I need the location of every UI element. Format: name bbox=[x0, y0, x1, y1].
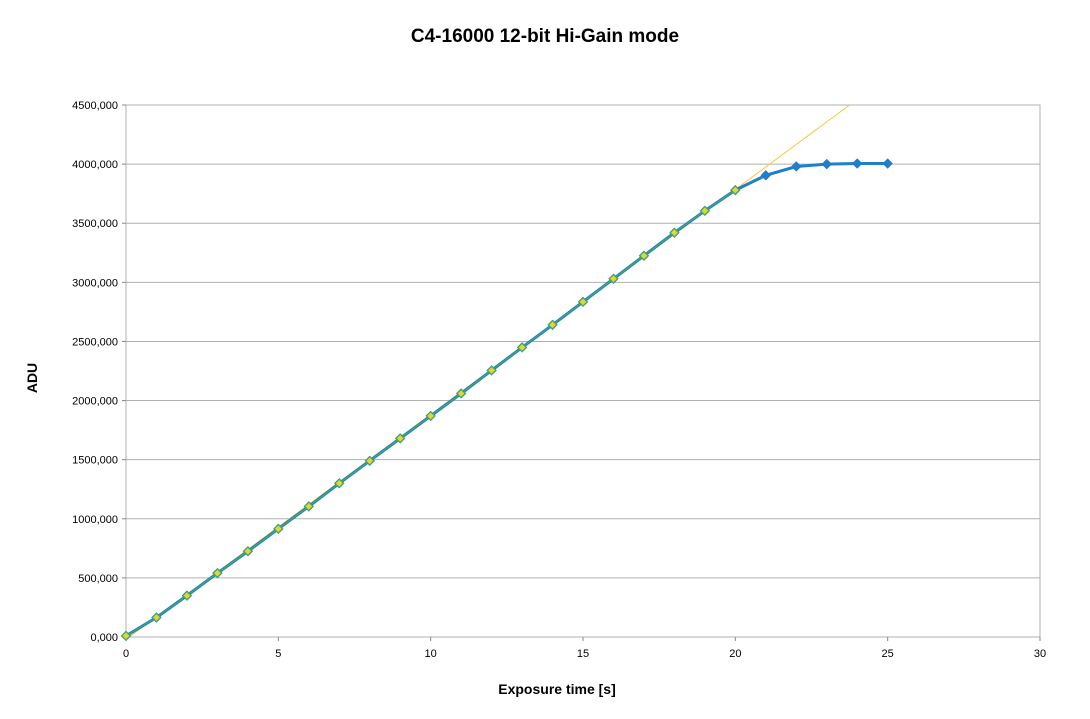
measured-point bbox=[882, 158, 893, 169]
linear-fit-point bbox=[517, 342, 527, 353]
linear-fit-point bbox=[182, 590, 192, 601]
measured-point bbox=[821, 158, 832, 170]
y-tick-label: 4500,000 bbox=[72, 100, 118, 112]
measured-point bbox=[791, 161, 802, 172]
linear-fit-point bbox=[151, 612, 162, 623]
linear-fit-point bbox=[121, 631, 131, 641]
linear-fit-point bbox=[578, 297, 588, 307]
linear-fit-point bbox=[700, 206, 710, 216]
y-tick-label: 1000,000 bbox=[72, 514, 118, 526]
measured-point bbox=[851, 158, 863, 169]
linear-fit-point bbox=[730, 185, 741, 195]
y-axis-title: ADU bbox=[24, 363, 40, 393]
linear-fit-point bbox=[304, 501, 314, 512]
linear-fit-point bbox=[395, 433, 405, 444]
y-tick-label: 2000,000 bbox=[72, 396, 118, 408]
x-axis-ticks: 0 5 10 15 20 25 30 bbox=[123, 637, 1046, 660]
y-tick-label: 1500,000 bbox=[72, 455, 118, 467]
linear-fit-point bbox=[486, 365, 497, 376]
linear-fit-point bbox=[639, 251, 649, 261]
linear-fit-point bbox=[212, 568, 223, 578]
y-tick-label: 3000,000 bbox=[72, 277, 118, 289]
linear-fit-point bbox=[273, 524, 284, 534]
linear-fit-point bbox=[669, 227, 680, 238]
linear-fit-point bbox=[456, 388, 466, 399]
plot-area bbox=[125, 104, 1041, 638]
x-axis-title: Exposure time [s] bbox=[498, 681, 615, 697]
y-tick-label: 0,000 bbox=[90, 632, 118, 644]
series bbox=[120, 105, 893, 642]
linear-fit-point bbox=[547, 320, 558, 330]
x-tick-label: 15 bbox=[577, 648, 589, 660]
linear-fit-point bbox=[334, 478, 344, 489]
linear-fit-point bbox=[365, 456, 375, 466]
linear-fit-point bbox=[425, 411, 436, 421]
y-tick-label: 2500,000 bbox=[72, 336, 118, 348]
y-tick-label: 3500,000 bbox=[72, 218, 118, 230]
linear-fit-point bbox=[243, 546, 253, 556]
x-tick-label: 10 bbox=[425, 648, 437, 660]
x-tick-label: 20 bbox=[729, 648, 741, 660]
x-tick-label: 25 bbox=[882, 648, 894, 660]
x-tick-label: 5 bbox=[275, 648, 281, 660]
measured-point bbox=[760, 170, 772, 181]
y-tick-label: 4000,000 bbox=[72, 159, 118, 171]
linear-fit-point bbox=[608, 274, 619, 284]
x-tick-label: 30 bbox=[1034, 648, 1046, 660]
x-tick-label: 0 bbox=[123, 648, 129, 660]
y-tick-label: 500,000 bbox=[78, 573, 118, 585]
y-axis-ticks: 0,000 500,000 1000,000 1500,000 2000,000 2500… bbox=[72, 100, 126, 644]
gridlines bbox=[126, 104, 1040, 579]
chart-title: C4-16000 12-bit Hi-Gain mode bbox=[411, 26, 679, 47]
